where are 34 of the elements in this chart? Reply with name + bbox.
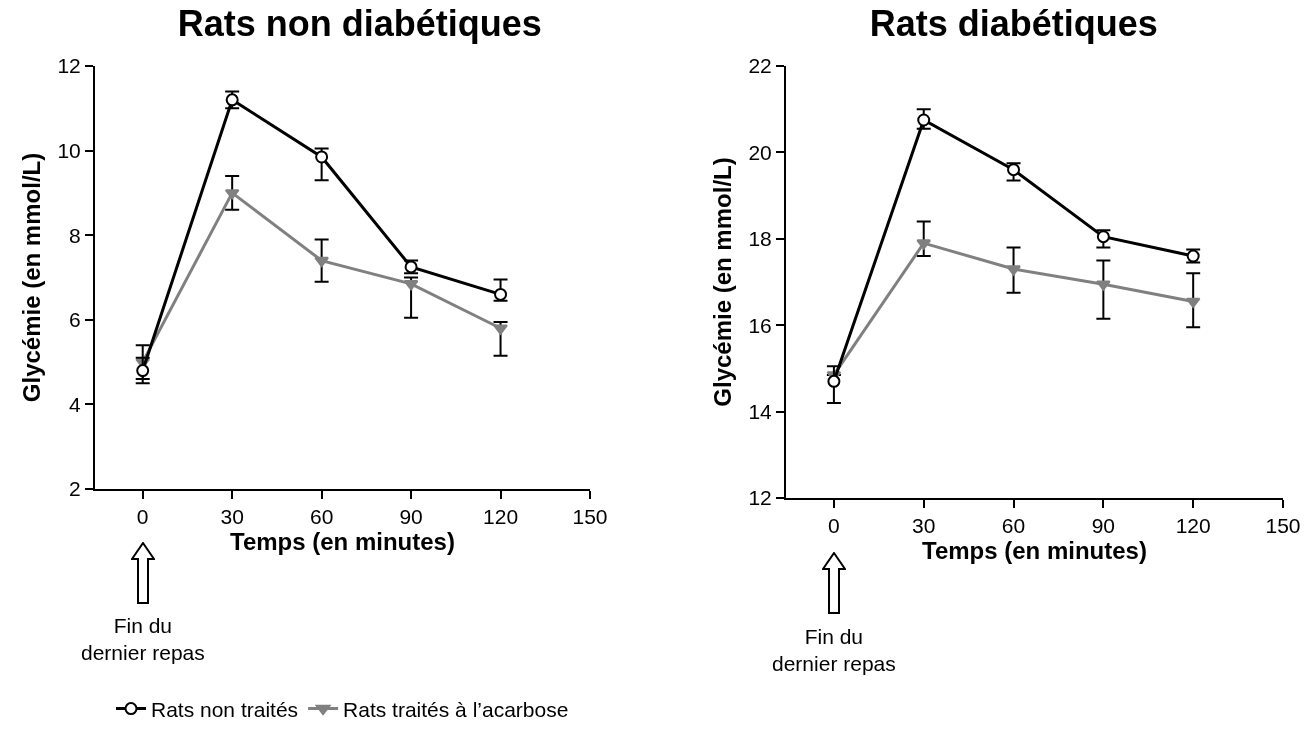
legend-label: Rats traités à l’acarbose <box>343 697 569 721</box>
x-tick-label: 0 <box>136 505 149 529</box>
y-axis-title: Glycémie (en mmol/L) <box>709 157 737 407</box>
x-tick-label: 60 <box>1001 514 1026 538</box>
legend-label: Rats non traités <box>151 697 299 721</box>
x-tick-label: 30 <box>912 514 936 538</box>
chart-title: Rats non diabétiques <box>177 3 542 45</box>
y-tick-label: 14 <box>748 399 773 423</box>
y-tick-label: 10 <box>57 138 81 162</box>
chart-title: Rats diabétiques <box>869 3 1158 45</box>
y-tick-label: 22 <box>748 54 772 78</box>
y-tick-label: 6 <box>69 308 81 332</box>
y-tick-label: 4 <box>69 392 82 416</box>
y-tick-label: 12 <box>748 486 772 510</box>
x-tick-label: 60 <box>309 505 334 529</box>
y-tick-label: 8 <box>69 223 81 247</box>
y-tick-label: 20 <box>748 140 772 164</box>
x-tick-label: 120 <box>1175 514 1211 538</box>
x-tick-label: 90 <box>399 505 423 529</box>
y-axis-title: Glycémie (en mmol/L) <box>18 152 46 403</box>
x-tick-label: 150 <box>1265 514 1301 538</box>
y-tick-label: 2 <box>69 477 81 501</box>
x-tick-label: 30 <box>220 505 244 529</box>
x-axis-title: Temps (en minutes) <box>922 537 1147 565</box>
x-axis-title: Temps (en minutes) <box>230 528 455 556</box>
x-tick-label: 120 <box>483 505 519 529</box>
y-tick-label: 12 <box>57 54 81 78</box>
x-tick-label: 90 <box>1091 514 1116 538</box>
y-tick-label: 16 <box>748 313 772 337</box>
text: Fin du dernier repas <box>772 625 896 676</box>
x-tick-label: 150 <box>572 505 608 529</box>
x-tick-label: 0 <box>828 514 840 538</box>
y-tick-label: 18 <box>748 227 772 251</box>
text: Fin du dernier repas <box>81 614 205 665</box>
